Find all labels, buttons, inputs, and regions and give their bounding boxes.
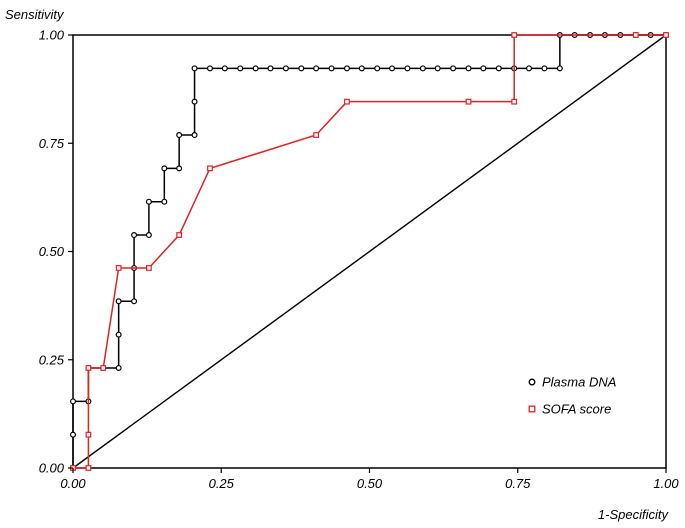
data-point: [115, 364, 122, 371]
data-point: [252, 65, 259, 72]
data-point: [85, 465, 92, 471]
data-point: [221, 65, 228, 72]
data-point: [207, 165, 213, 172]
data-point: [434, 65, 441, 72]
data-point: [343, 65, 350, 72]
data-point: [161, 165, 168, 172]
y-tick-label: 0.50: [39, 244, 65, 259]
data-point: [191, 65, 198, 72]
data-point: [146, 265, 152, 271]
data-point: [480, 65, 487, 72]
axes-layer: 0.00 0.25 0.50 0.75 1.00 0.00 0.25 0.50 0.75 1.00: [39, 28, 680, 492]
legend-label: SOFA score: [542, 402, 611, 417]
data-point: [237, 65, 244, 72]
data-point: [495, 65, 502, 72]
legend-label: Plasma DNA: [542, 375, 616, 390]
x-tick-label: 1.00: [653, 476, 679, 491]
data-point: [358, 65, 365, 72]
data-point: [115, 331, 122, 338]
data-point: [465, 65, 472, 72]
data-point: [298, 65, 305, 72]
data-point: [131, 298, 138, 305]
x-tick-label: 0.50: [357, 476, 383, 491]
data-point: [191, 132, 198, 139]
legend-marker: [528, 378, 536, 386]
x-axis-title: 1-Specificity: [598, 507, 670, 522]
y-tick-label: 0.75: [39, 136, 65, 151]
legend-marker: [528, 405, 536, 413]
data-point: [663, 32, 669, 38]
data-point: [85, 365, 92, 371]
data-point: [176, 232, 183, 238]
data-point: [313, 65, 320, 72]
data-point: [313, 132, 320, 138]
data-point: [282, 65, 289, 72]
data-point: [131, 232, 138, 239]
legend-item: SOFA score: [528, 402, 611, 417]
data-point: [556, 65, 563, 72]
data-point: [632, 32, 639, 38]
series-2: [70, 32, 669, 471]
data-point: [115, 298, 122, 305]
data-point: [176, 132, 183, 139]
x-tick-label: 0.75: [505, 476, 531, 491]
series-line: [73, 34, 666, 469]
y-tick-label: 0.00: [39, 461, 65, 476]
data-point: [145, 232, 152, 239]
data-point: [374, 65, 381, 72]
data-point: [191, 98, 198, 105]
data-point: [85, 431, 92, 438]
data-point: [541, 65, 548, 72]
x-tick-label: 0.00: [60, 476, 86, 491]
legend-item: Plasma DNA: [528, 375, 616, 390]
data-point: [419, 65, 426, 72]
series-layer: [69, 31, 669, 472]
y-axis-title: Sensitivity: [5, 7, 65, 22]
data-point: [161, 198, 168, 205]
data-point: [69, 431, 76, 438]
data-point: [404, 65, 411, 72]
data-point: [206, 65, 213, 72]
data-point: [465, 98, 472, 105]
reference-line-layer: [72, 34, 667, 469]
data-point: [511, 32, 518, 38]
data-point: [450, 65, 457, 72]
data-point: [328, 65, 335, 72]
reference-diagonal-line: [72, 34, 667, 469]
data-point: [145, 198, 152, 205]
data-point: [115, 265, 122, 271]
data-point: [344, 98, 350, 105]
data-point: [389, 65, 396, 72]
x-tick-label: 0.25: [209, 476, 235, 491]
y-tick-label: 1.00: [39, 28, 65, 43]
data-point: [69, 398, 76, 405]
data-point: [100, 365, 107, 371]
data-point: [526, 65, 533, 72]
data-point: [511, 98, 518, 105]
legend: Plasma DNA SOFA score: [528, 375, 616, 417]
data-point: [267, 65, 274, 72]
y-tick-label: 0.25: [39, 352, 65, 367]
data-point: [176, 165, 183, 172]
